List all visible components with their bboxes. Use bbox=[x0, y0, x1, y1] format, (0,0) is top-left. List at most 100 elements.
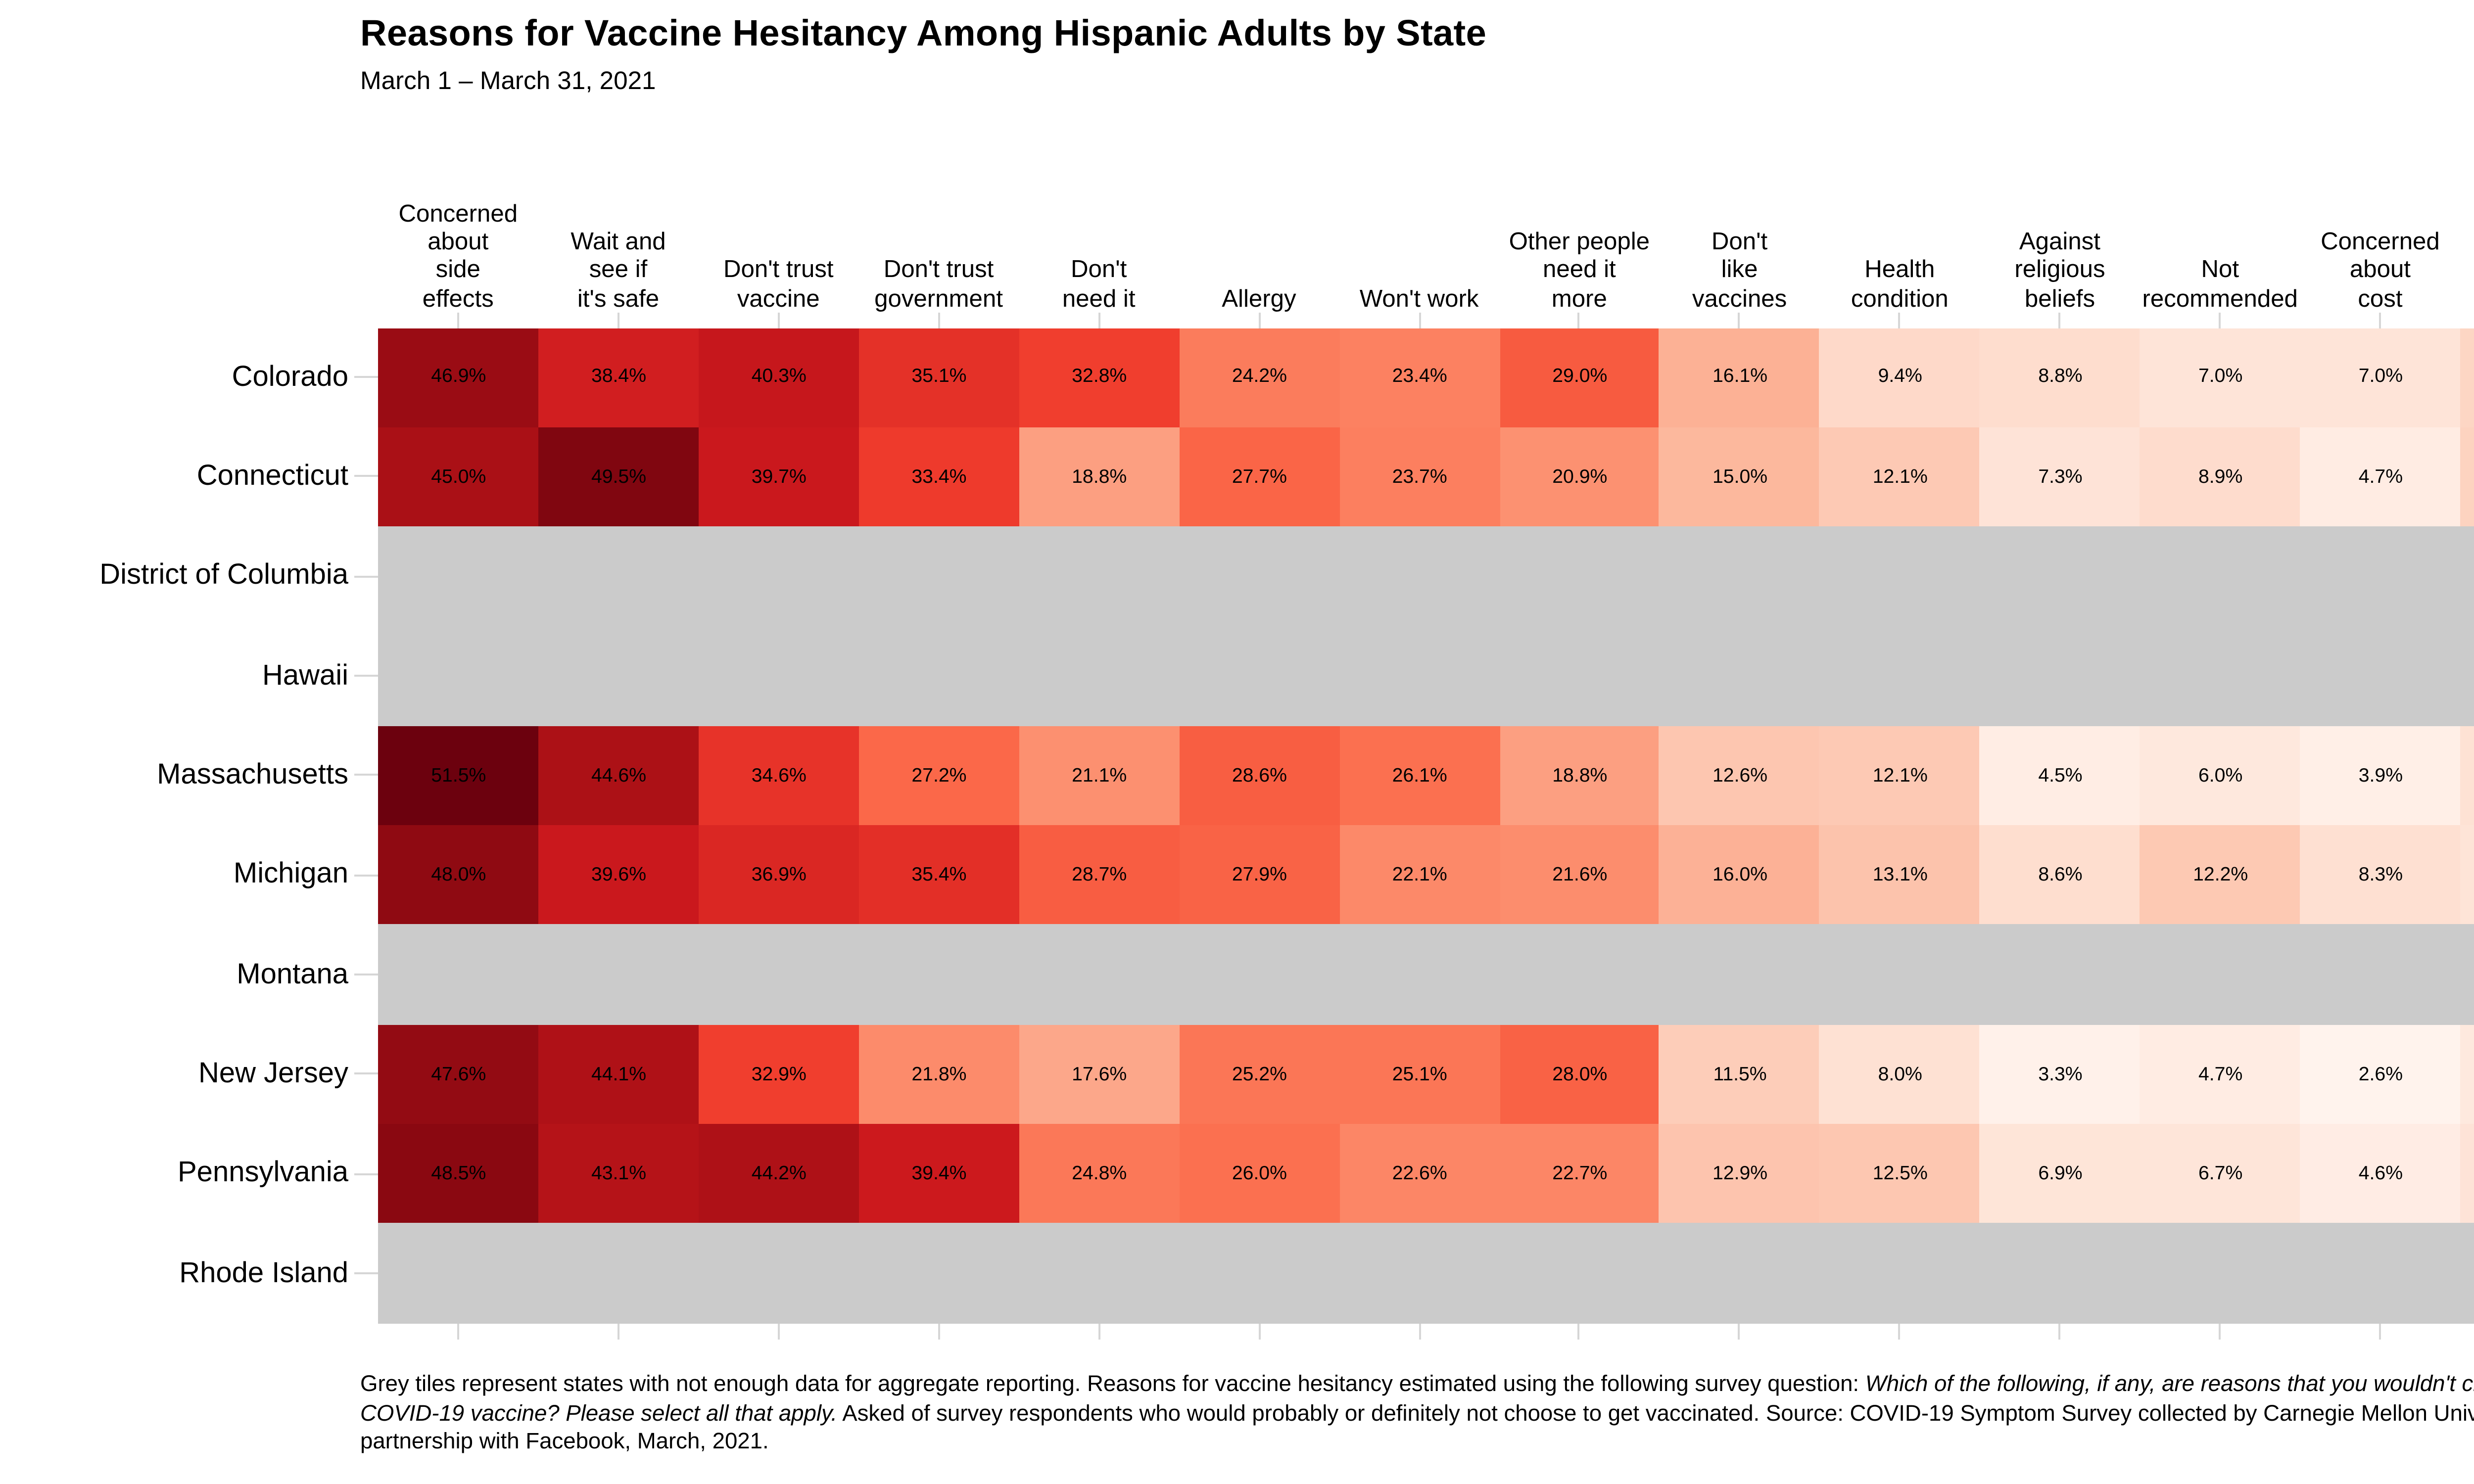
column-header: Not recommended bbox=[2142, 256, 2298, 312]
column-tick-top bbox=[1258, 313, 1260, 327]
heatmap-cell: 10.0% bbox=[2460, 327, 2474, 428]
heatmap-cell: 3.9% bbox=[2300, 726, 2462, 827]
heatmap-cell: 25.1% bbox=[1339, 1024, 1500, 1125]
column-header: Wait and see if it's safe bbox=[571, 227, 666, 312]
row-label: Pennsylvania bbox=[178, 1158, 348, 1190]
heatmap-cell: 28.6% bbox=[1179, 726, 1340, 827]
row-tick-left bbox=[353, 874, 378, 877]
column-header: Allergy bbox=[1222, 284, 1296, 312]
row-tick-left bbox=[353, 774, 378, 777]
chart-subtitle: March 1 – March 31, 2021 bbox=[360, 65, 656, 95]
heatmap-cell: 21.6% bbox=[1499, 825, 1661, 926]
column-tick-bottom bbox=[938, 1323, 940, 1340]
heatmap-cell: 4.7% bbox=[2140, 1024, 2301, 1125]
heatmap-cell: 24.2% bbox=[1179, 327, 1340, 428]
heatmap-cell: 22.6% bbox=[1339, 1124, 1500, 1225]
heatmap-cell: 22.7% bbox=[1499, 1124, 1661, 1225]
heatmap-cell: 32.9% bbox=[698, 1024, 860, 1125]
heatmap-cell: 27.7% bbox=[1179, 427, 1340, 528]
column-tick-top bbox=[457, 313, 459, 327]
heatmap-cell: 7.0% bbox=[2140, 327, 2301, 428]
heatmap-cell: 34.6% bbox=[698, 726, 860, 827]
column-header: Concerned about side effects bbox=[398, 199, 518, 312]
heatmap-cell: 8.0% bbox=[1819, 1024, 1981, 1125]
heatmap-cell: 7.2% bbox=[2460, 825, 2474, 926]
column-header: Don't trust vaccine bbox=[723, 256, 834, 312]
column-tick-bottom bbox=[1258, 1323, 1260, 1340]
column-tick-top bbox=[1738, 313, 1741, 327]
heatmap-cell: 21.1% bbox=[1018, 726, 1180, 827]
heatmap-cell: 10.5% bbox=[2460, 427, 2474, 528]
heatmap-cell: 48.0% bbox=[378, 825, 539, 926]
row-label: Massachusetts bbox=[157, 759, 348, 791]
column-tick-bottom bbox=[777, 1323, 780, 1340]
heatmap-cell: 48.5% bbox=[378, 1124, 539, 1225]
row-label: Hawaii bbox=[262, 660, 348, 692]
heatmap-cell: 27.9% bbox=[1179, 825, 1340, 926]
row-label: District of Columbia bbox=[99, 560, 348, 593]
column-header: Against religious beliefs bbox=[2014, 227, 2105, 312]
heatmap-cell: 11.5% bbox=[1659, 1024, 1821, 1125]
heatmap-cell: 40.3% bbox=[698, 327, 860, 428]
column-tick-bottom bbox=[617, 1323, 619, 1340]
heatmap-cell: 28.7% bbox=[1018, 825, 1180, 926]
heatmap-cell: 6.0% bbox=[2140, 726, 2301, 827]
row-tick-left bbox=[353, 1272, 378, 1275]
row-label: Michigan bbox=[233, 859, 348, 891]
column-header: Don't like vaccines bbox=[1692, 227, 1787, 312]
column-tick-top bbox=[2059, 313, 2061, 327]
heatmap-cell: 8.3% bbox=[2300, 825, 2462, 926]
heatmap-cell: 20.9% bbox=[1499, 427, 1661, 528]
heatmap-cell: 2.6% bbox=[2300, 1024, 2462, 1125]
footnote: Grey tiles represent states with not eno… bbox=[360, 1371, 2474, 1458]
chart-title: Reasons for Vaccine Hesitancy Among Hisp… bbox=[360, 12, 1487, 53]
footnote-survey-question: Which of the following, if any, are reas… bbox=[360, 1373, 2474, 1426]
column-header: Won't work bbox=[1359, 284, 1479, 312]
footnote-text: Grey tiles represent states with not eno… bbox=[360, 1373, 1865, 1397]
heatmap-cell: 12.1% bbox=[1819, 726, 1981, 827]
row-tick-left bbox=[353, 376, 378, 378]
heatmap-cell: 7.3% bbox=[1980, 427, 2141, 528]
heatmap-cell: 5.7% bbox=[2460, 1024, 2474, 1125]
heatmap-cell: 27.2% bbox=[858, 726, 1020, 827]
column-header: Don't need it bbox=[1062, 256, 1136, 312]
column-tick-top bbox=[1418, 313, 1421, 327]
heatmap-cell: 25.2% bbox=[1179, 1024, 1340, 1125]
heatmap-cell: 7.3% bbox=[2460, 1124, 2474, 1225]
heatmap-cell: 49.5% bbox=[538, 427, 700, 528]
heatmap-cell: 4.6% bbox=[2300, 1124, 2462, 1225]
column-header: Health condition bbox=[1851, 256, 1949, 312]
heatmap-cell: 15.0% bbox=[1659, 427, 1821, 528]
heatmap-cell: 8.6% bbox=[1980, 825, 2141, 926]
heatmap-cell: 16.0% bbox=[1659, 825, 1821, 926]
column-tick-bottom bbox=[1899, 1323, 1901, 1340]
heatmap-cell: 36.9% bbox=[698, 825, 860, 926]
row-label: Colorado bbox=[232, 361, 348, 393]
column-tick-top bbox=[1578, 313, 1580, 327]
no-data-tile bbox=[378, 526, 2474, 627]
column-header: Don't trust government bbox=[874, 256, 1003, 312]
heatmap-cell: 51.5% bbox=[378, 726, 539, 827]
heatmap-cell: 45.0% bbox=[378, 427, 539, 528]
heatmap-cell: 47.6% bbox=[378, 1024, 539, 1125]
no-data-tile bbox=[378, 925, 2474, 1026]
heatmap-cell: 6.9% bbox=[1980, 1124, 2141, 1225]
heatmap-cell: 23.4% bbox=[1339, 327, 1500, 428]
column-tick-bottom bbox=[1418, 1323, 1421, 1340]
heatmap-cell: 43.1% bbox=[538, 1124, 700, 1225]
heatmap-cell: 26.1% bbox=[1339, 726, 1500, 827]
heatmap-cell: 28.0% bbox=[1499, 1024, 1661, 1125]
heatmap-cell: 3.3% bbox=[1980, 1024, 2141, 1125]
row-tick-left bbox=[353, 575, 378, 578]
heatmap-cell: 12.2% bbox=[2140, 825, 2301, 926]
row-label: New Jersey bbox=[198, 1058, 348, 1090]
no-data-tile bbox=[378, 626, 2474, 727]
heatmap-cell: 46.9% bbox=[378, 327, 539, 428]
heatmap-cell: 39.6% bbox=[538, 825, 700, 926]
row-label: Montana bbox=[237, 959, 348, 991]
heatmap-cell: 39.4% bbox=[858, 1124, 1020, 1225]
heatmap-cell: 9.4% bbox=[1819, 327, 1981, 428]
heatmap-cell: 12.1% bbox=[1819, 427, 1981, 528]
heatmap-cell: 29.0% bbox=[1499, 327, 1661, 428]
heatmap-cell: 24.8% bbox=[1018, 1124, 1180, 1225]
